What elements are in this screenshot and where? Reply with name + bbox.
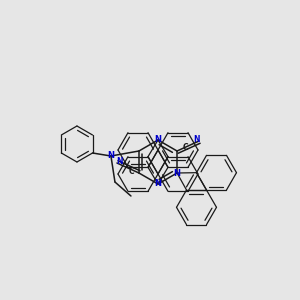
- Text: N: N: [117, 157, 123, 166]
- Text: N: N: [154, 179, 161, 188]
- Text: C: C: [182, 143, 188, 152]
- Text: N: N: [154, 136, 161, 145]
- Text: C: C: [128, 167, 134, 176]
- Text: N: N: [193, 134, 199, 143]
- Text: N: N: [174, 169, 181, 178]
- Text: N: N: [107, 152, 114, 160]
